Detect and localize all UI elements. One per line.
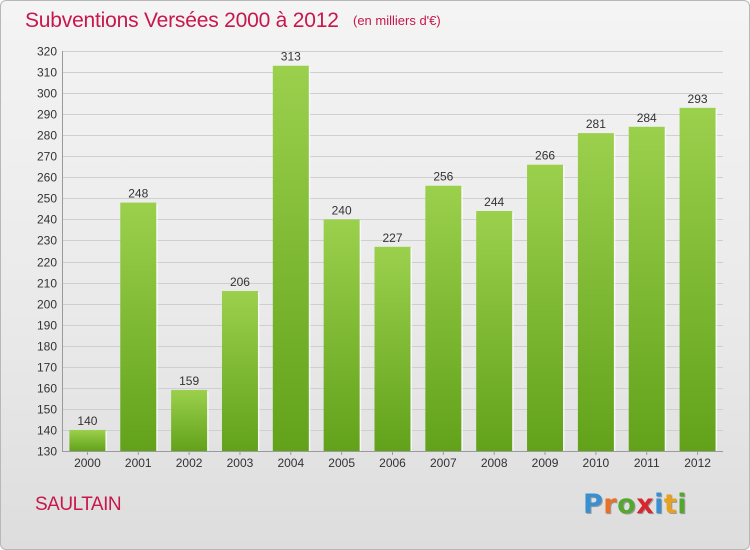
x-tick-label: 2007	[430, 456, 457, 470]
bar	[69, 429, 106, 451]
logo-letter: i	[654, 489, 664, 520]
y-tick-label: 180	[37, 340, 57, 354]
bar-value-label: 244	[484, 195, 504, 209]
x-tick-label: 2009	[532, 456, 559, 470]
y-tick-label: 310	[37, 66, 57, 80]
bar-value-label: 140	[77, 414, 97, 428]
bar	[374, 246, 411, 451]
x-tick-label: 2012	[684, 456, 711, 470]
bar-value-label: 227	[382, 231, 402, 245]
bar	[272, 65, 309, 451]
x-tick-label: 2011	[634, 456, 660, 470]
y-tick-label: 230	[37, 234, 57, 248]
y-tick-label: 240	[37, 213, 57, 227]
proxiti-logo[interactable]: Proxiti	[583, 489, 687, 520]
bar-value-label: 293	[688, 92, 708, 106]
y-tick-label: 320	[37, 45, 57, 59]
x-tick-label: 2004	[277, 456, 304, 470]
bar	[323, 219, 360, 451]
x-tick-label: 2010	[583, 456, 610, 470]
y-tick-label: 260	[37, 171, 57, 185]
y-tick-label: 140	[37, 424, 57, 438]
x-tick-label: 2001	[125, 456, 152, 470]
bar	[679, 107, 716, 451]
chart-title: Subventions Versées 2000 à 2012	[25, 9, 339, 32]
chart-unit-note: (en milliers d'€)	[353, 13, 441, 28]
bar	[120, 202, 157, 451]
bar	[171, 389, 208, 451]
x-tick-label: 2005	[328, 456, 355, 470]
x-tick-label: 2002	[176, 456, 203, 470]
x-tick-label: 2008	[481, 456, 508, 470]
y-tick-label: 210	[37, 277, 57, 291]
bar-value-label: 281	[586, 117, 606, 131]
bar-value-label: 266	[535, 149, 555, 163]
bar-value-label: 284	[637, 111, 657, 125]
y-tick-label: 200	[37, 298, 57, 312]
y-tick-label: 160	[37, 382, 57, 396]
y-tick-label: 270	[37, 150, 57, 164]
bar-value-label: 313	[281, 50, 301, 64]
y-tick-label: 190	[37, 319, 57, 333]
bar	[476, 211, 513, 451]
bar	[628, 126, 665, 451]
bar	[577, 133, 614, 451]
y-tick-label: 300	[37, 87, 57, 101]
axis-layer: 130 140 150 160 170 180 190 200 210 220 230 240 250 2…	[37, 45, 723, 459]
y-tick-label: 280	[37, 129, 57, 143]
bar-value-label: 248	[128, 187, 148, 201]
logo-letter: P	[583, 489, 604, 520]
y-tick-label: 130	[37, 445, 57, 459]
x-tick-label: 2006	[379, 456, 406, 470]
logo-letter: t	[663, 489, 678, 520]
bar	[425, 185, 462, 451]
x-tick-label: 2003	[227, 456, 254, 470]
y-tick-label: 220	[37, 256, 57, 270]
bar-value-label: 206	[230, 275, 250, 289]
logo-letter: x	[636, 489, 655, 520]
logo-letter: r	[603, 489, 618, 520]
logo-letter: i	[677, 489, 688, 520]
bar-value-label: 240	[332, 203, 352, 217]
bar	[527, 164, 564, 451]
y-tick-label: 290	[37, 108, 57, 122]
y-tick-label: 150	[37, 403, 57, 417]
y-tick-label: 250	[37, 192, 57, 206]
label-layer: 140 2000 248 2001 159 2002 206 2003 313 2004 240 20…	[74, 50, 711, 470]
y-tick-label: 170	[37, 361, 57, 375]
bar-layer	[69, 65, 718, 451]
bar	[221, 291, 258, 451]
commune-name: SAULTAIN	[35, 494, 122, 515]
logo-letter: o	[617, 489, 637, 520]
x-tick-label: 2000	[74, 456, 101, 470]
bar-value-label: 159	[179, 374, 199, 388]
bar-value-label: 256	[433, 170, 453, 184]
